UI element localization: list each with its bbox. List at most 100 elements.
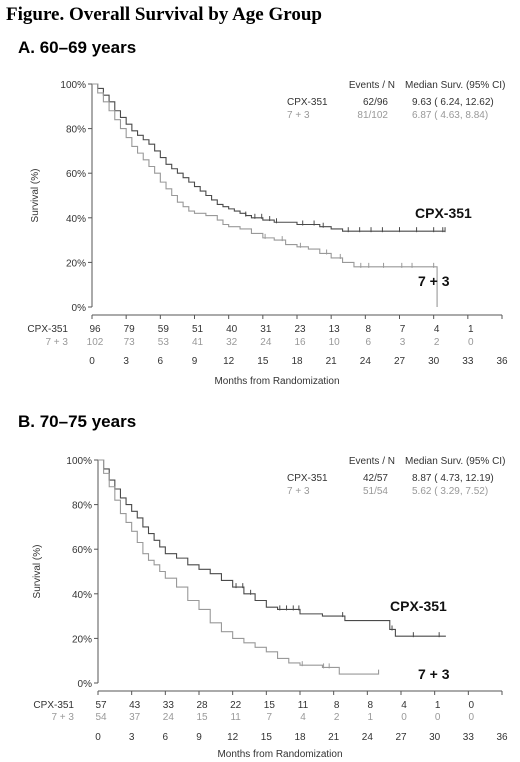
at-risk-row-label: 7 + 3 [51, 712, 74, 723]
y-tick-label: 0% [72, 303, 87, 314]
x-tick-label: 33 [462, 356, 474, 367]
table-row-name: CPX-351 [287, 473, 328, 484]
table-row-events: 51/54 [363, 486, 388, 497]
at-risk-value: 8 [368, 700, 374, 711]
at-risk-value: 1 [368, 712, 374, 723]
at-risk-value: 7 [400, 324, 406, 335]
at-risk-value: 4 [300, 712, 306, 723]
chart-panel-a: 0%20%40%60%80%100%Survival (%)0 3 6 9 12 15 18… [27, 80, 508, 387]
at-risk-value: 37 [129, 712, 141, 723]
x-tick-label: 27 [394, 356, 406, 367]
x-tick-label: 33 [463, 732, 475, 743]
x-tick-label: 24 [362, 732, 374, 743]
at-risk-value: 41 [192, 337, 204, 348]
at-risk-value: 51 [192, 324, 204, 335]
at-risk-value: 10 [329, 337, 341, 348]
x-tick-label: 30 [429, 732, 441, 743]
table-row-events: 42/57 [363, 473, 388, 484]
x-tick-label: 18 [291, 356, 303, 367]
x-axis-label: Months from Randomization [214, 376, 339, 387]
at-risk-value: 15 [264, 700, 276, 711]
km-curve-7plus3 [92, 83, 438, 307]
table-row-name: 7 + 3 [287, 110, 310, 121]
x-tick-label: 12 [223, 356, 235, 367]
x-tick-label: 24 [360, 356, 372, 367]
x-tick-label: 30 [428, 356, 440, 367]
chart-panel-b: 0%20%40%60%80%100%Survival (%)0 3 6 9 12 15 18… [32, 456, 508, 760]
at-risk-value: 8 [334, 700, 340, 711]
at-risk-value: 2 [334, 712, 340, 723]
table-header-events: Events / N [349, 456, 395, 467]
x-tick-label: 21 [328, 732, 340, 743]
curve-label: CPX-351 [390, 598, 447, 614]
at-risk-value: 53 [158, 337, 170, 348]
at-risk-value: 0 [469, 712, 475, 723]
x-tick-label: 15 [261, 732, 273, 743]
x-tick-label: 18 [294, 732, 306, 743]
x-tick-label: 12 [227, 732, 239, 743]
km-curve-7plus3 [98, 459, 380, 675]
x-tick-label: 27 [395, 732, 407, 743]
table-row-median: 9.63 ( 6.24, 12.62) [412, 97, 494, 108]
x-axis-label: Months from Randomization [217, 749, 342, 760]
at-risk-value: 96 [89, 324, 101, 335]
y-tick-label: 80% [72, 501, 92, 512]
x-tick-label: 36 [496, 732, 508, 743]
y-tick-label: 60% [72, 545, 92, 556]
at-risk-value: 59 [158, 324, 170, 335]
at-risk-value: 79 [124, 324, 136, 335]
x-tick-label: 9 [192, 356, 198, 367]
at-risk-value: 57 [95, 700, 107, 711]
at-risk-value: 3 [400, 337, 406, 348]
table-row-name: 7 + 3 [287, 486, 310, 497]
x-tick-label: 9 [196, 732, 202, 743]
x-tick-label: 15 [257, 356, 269, 367]
at-risk-value: 32 [226, 337, 238, 348]
at-risk-value: 24 [260, 337, 272, 348]
panel-a-label: A. 60–69 years [18, 38, 137, 57]
at-risk-value: 24 [163, 712, 175, 723]
at-risk-value: 11 [230, 712, 241, 723]
table-row-median: 8.87 ( 4.73, 12.19) [412, 473, 494, 484]
table-row-median: 6.87 ( 4.63, 8.84) [412, 110, 488, 121]
at-risk-value: 11 [298, 700, 309, 711]
x-tick-label: 21 [326, 356, 338, 367]
x-tick-label: 3 [123, 356, 129, 367]
at-risk-value: 40 [226, 324, 238, 335]
at-risk-value: 1 [468, 324, 474, 335]
at-risk-value: 33 [163, 700, 175, 711]
y-tick-label: 40% [72, 590, 92, 601]
x-tick-label: 36 [496, 356, 508, 367]
table-row-median: 5.62 ( 3.29, 7.52) [412, 486, 488, 497]
y-tick-label: 20% [72, 634, 92, 645]
at-risk-value: 28 [196, 700, 208, 711]
at-risk-value: 4 [434, 324, 440, 335]
curve-label: CPX-351 [415, 205, 472, 221]
y-tick-label: 100% [66, 456, 92, 467]
curve-label: 7 + 3 [418, 666, 450, 682]
panel-b-label: B. 70–75 years [18, 412, 137, 431]
at-risk-value: 23 [294, 324, 306, 335]
y-tick-label: 80% [66, 125, 86, 136]
at-risk-value: 0 [435, 712, 441, 723]
table-header-events: Events / N [349, 80, 395, 91]
y-tick-label: 40% [66, 214, 86, 225]
at-risk-value: 1 [435, 700, 441, 711]
at-risk-value: 4 [401, 700, 407, 711]
x-tick-label: 3 [129, 732, 135, 743]
table-header-median: Median Surv. (95% CI) [405, 456, 505, 467]
x-tick-label: 0 [95, 732, 101, 743]
at-risk-value: 73 [124, 337, 136, 348]
at-risk-value: 54 [95, 712, 107, 723]
y-tick-label: 0% [78, 679, 93, 690]
x-tick-label: 6 [163, 732, 169, 743]
at-risk-value: 2 [434, 337, 440, 348]
km-curve-cpx351 [98, 459, 446, 637]
curve-label: 7 + 3 [418, 273, 450, 289]
at-risk-value: 0 [469, 700, 475, 711]
at-risk-value: 22 [230, 700, 242, 711]
at-risk-value: 6 [366, 337, 372, 348]
at-risk-value: 102 [87, 337, 104, 348]
at-risk-row-label: 7 + 3 [45, 337, 68, 348]
y-axis-label: Survival (%) [30, 169, 41, 223]
